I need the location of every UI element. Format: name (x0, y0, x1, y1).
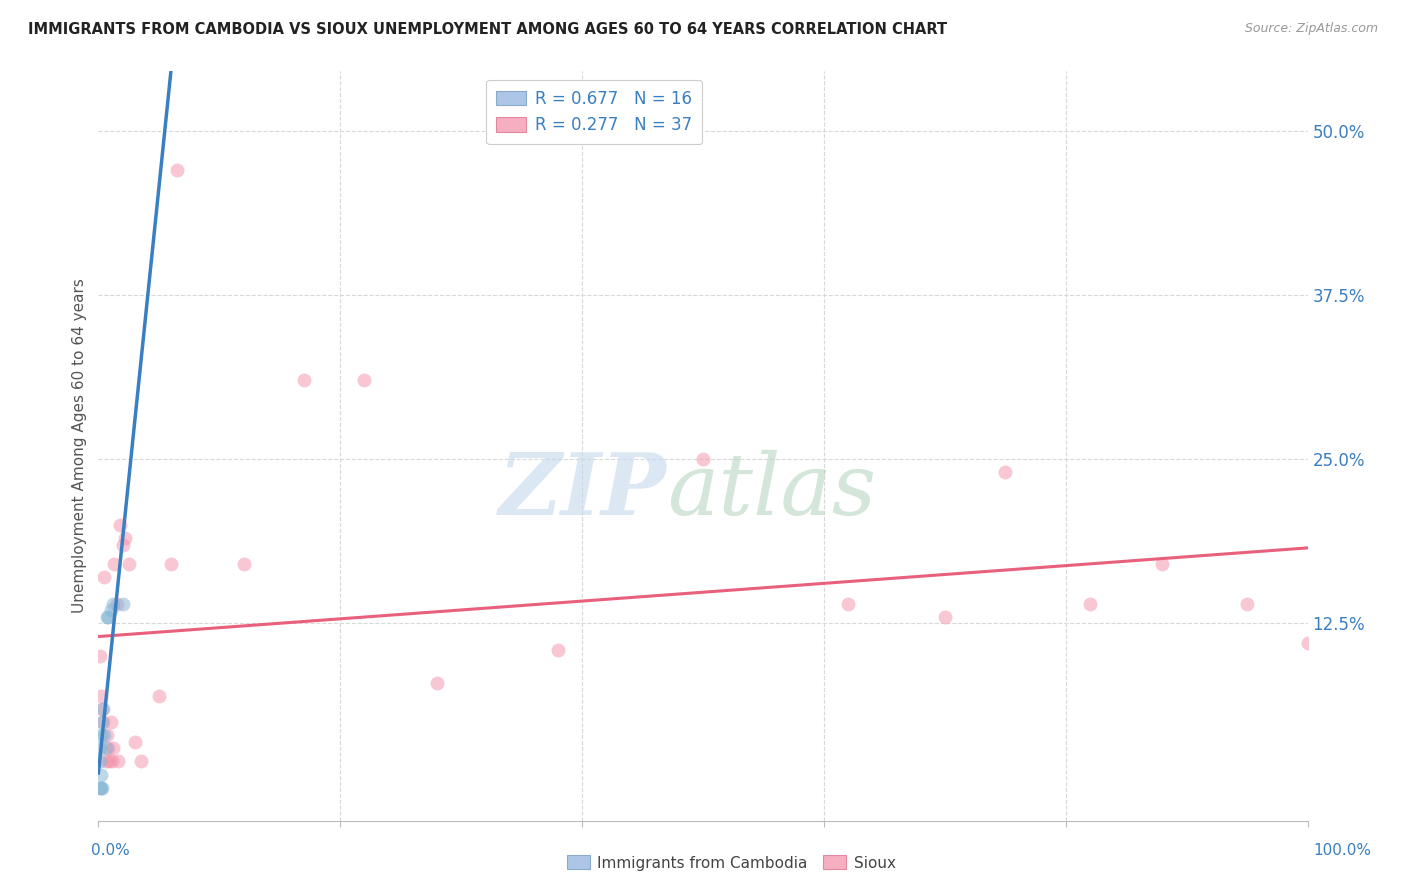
Point (108, 517, 131, 532)
Legend: Immigrants from Cambodia, Sioux: Immigrants from Cambodia, Sioux (561, 849, 901, 877)
Point (91, 702, 114, 716)
Point (129, 755, 152, 769)
Point (114, 531, 136, 545)
Point (89, 755, 111, 769)
Point (118, 558, 141, 572)
Point (91, 714, 114, 729)
Text: 100.0%: 100.0% (1313, 843, 1371, 858)
Point (90, 767, 112, 781)
Text: Source: ZipAtlas.com: Source: ZipAtlas.com (1244, 22, 1378, 36)
Point (547, 642, 569, 657)
Point (107, 755, 129, 769)
Point (100, 755, 122, 769)
Y-axis label: Unemployment Among Ages 60 to 64 years: Unemployment Among Ages 60 to 64 years (72, 278, 87, 614)
Point (91, 702, 114, 716)
Point (94, 741, 117, 756)
Point (93, 728, 115, 742)
Point (124, 735, 146, 749)
Legend: R = 0.677   N = 16, R = 0.277   N = 37: R = 0.677 N = 16, R = 0.277 N = 37 (486, 79, 702, 144)
Text: ZIP: ZIP (499, 450, 666, 533)
Point (353, 373, 375, 387)
Point (100, 603, 122, 617)
Point (1152, 558, 1174, 572)
Point (97, 741, 120, 756)
Point (1296, 636, 1319, 650)
Point (89, 780, 111, 795)
Point (90, 689, 112, 703)
Point (100, 714, 122, 729)
Point (426, 675, 449, 690)
Point (93, 570, 115, 584)
Text: atlas: atlas (666, 450, 876, 533)
Point (111, 597, 134, 611)
Point (160, 558, 183, 572)
Point (994, 465, 1017, 479)
Point (101, 741, 124, 756)
Point (91, 714, 114, 729)
Point (292, 373, 315, 387)
Point (90, 728, 112, 742)
Point (934, 610, 956, 624)
Point (103, 558, 125, 572)
Point (90, 780, 112, 795)
Point (101, 597, 124, 611)
Point (837, 597, 859, 611)
Point (94, 755, 117, 769)
Point (96, 728, 118, 742)
Point (91, 780, 114, 795)
Point (232, 558, 254, 572)
Point (96, 610, 118, 624)
Point (89, 741, 111, 756)
Text: IMMIGRANTS FROM CAMBODIA VS SIOUX UNEMPLOYMENT AMONG AGES 60 TO 64 YEARS CORRELA: IMMIGRANTS FROM CAMBODIA VS SIOUX UNEMPL… (28, 22, 948, 37)
Point (692, 452, 714, 467)
Point (1078, 597, 1101, 611)
Point (148, 689, 170, 703)
Point (166, 163, 188, 178)
Point (105, 597, 128, 611)
Point (111, 538, 134, 552)
Text: 0.0%: 0.0% (91, 843, 131, 858)
Point (97, 610, 120, 624)
Point (89, 649, 111, 664)
Point (98, 755, 121, 769)
Point (1236, 597, 1258, 611)
